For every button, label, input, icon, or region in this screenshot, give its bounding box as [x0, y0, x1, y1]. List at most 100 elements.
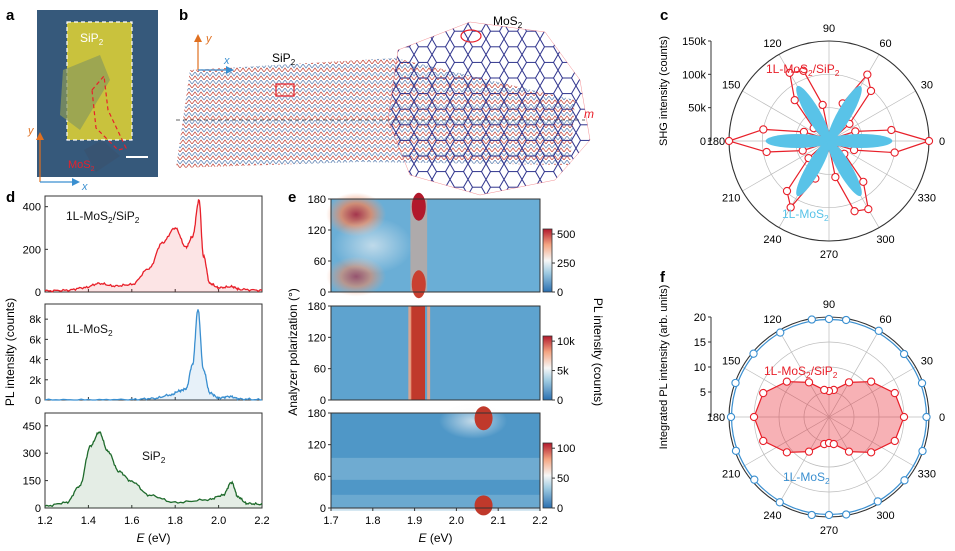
polar-angle-tick: 90: [823, 23, 835, 35]
panel-a-mos2-label: MoS2: [68, 159, 95, 173]
polar-spoke: [828, 366, 916, 418]
polar-point: [782, 377, 792, 386]
polar-angle-tick: 30: [921, 356, 933, 368]
spectrum-frame: [44, 195, 263, 293]
polar-angle-tick: 60: [879, 314, 891, 326]
spectrum-line: [44, 430, 263, 508]
heatmap-stripe-edge: [408, 306, 412, 400]
panel-b-sip2-label: SiP2: [272, 51, 296, 67]
colorbar-tick-label: 0: [557, 395, 563, 407]
colorbar-tick-label: 100: [557, 443, 575, 455]
polar-radial-tick-label: 50k: [688, 103, 706, 115]
colorbar-tick-label: 250: [557, 258, 575, 270]
polar-petal: [765, 133, 829, 149]
polar-angle-tick: 270: [820, 525, 838, 537]
polar-angle-tick: 30: [921, 80, 933, 92]
panel-b-axis-x: x: [223, 55, 230, 67]
panel-e-heatmaps: 060120180025050006012018005k10k060120180…: [286, 192, 605, 545]
polar-angle-tick: 240: [763, 510, 781, 522]
polar-point: [759, 436, 768, 446]
polar-angle-tick: 180: [707, 136, 725, 148]
panel-b-axis-y: y: [205, 33, 213, 45]
polar-point: [750, 475, 759, 484]
heatmap-x-tick-label: 2.1: [491, 515, 506, 527]
polar-point: [917, 378, 927, 388]
spectrum-y-tick-label: 150: [23, 476, 41, 488]
panel-label-f: f: [660, 269, 666, 286]
colorbar: [542, 442, 553, 509]
spectrum-x-tick-label: 2.2: [254, 515, 269, 527]
polar-point: [749, 412, 759, 422]
spectrum-x-tick-label: 1.6: [124, 515, 139, 527]
heatmap-xlabel: E (eV): [418, 531, 452, 545]
spectrum-y-tick-label: 2k: [29, 375, 41, 387]
polar-ylabel: Integrated PL intensity (arb. units): [658, 285, 670, 450]
polar-point: [899, 349, 909, 359]
heatmap-y-tick-label: 180: [308, 408, 326, 420]
spectrum-y-tick-label: 4k: [29, 355, 41, 367]
polar-series-label: 1L-MoS2: [782, 207, 829, 223]
polar-radial-tick-label: 150k: [682, 36, 706, 48]
polar-point: [824, 510, 834, 520]
polar-point: [851, 127, 860, 136]
spectrum-y-tick-label: 0: [35, 287, 41, 299]
polar-spoke: [828, 90, 916, 142]
polar-spoke: [742, 90, 830, 142]
polar-spoke: [828, 140, 916, 192]
heatmap-y-tick-label: 120: [308, 332, 326, 344]
polar-point: [731, 378, 740, 388]
polar-petal: [827, 140, 862, 197]
colorbar-tick-label: 0: [557, 503, 563, 515]
polar-angle-tick: 210: [722, 469, 740, 481]
heatmap-y-tick-label: 0: [320, 395, 326, 407]
polar-radial-tick-label: 0: [700, 136, 706, 148]
spectrum-y-tick-label: 6k: [29, 334, 41, 346]
polar-point: [790, 95, 799, 105]
polar-point: [850, 207, 859, 216]
polar-point: [807, 510, 816, 520]
colorbar-tick-label: 0: [557, 287, 563, 299]
polar-angle-tick: 300: [876, 234, 894, 246]
polar-point: [759, 388, 768, 398]
polar-angle-tick: 270: [820, 249, 838, 261]
heatmap-ylabel: Analyzer polarization (°): [286, 288, 300, 416]
polar-point: [818, 100, 827, 110]
spectrum-y-tick-label: 8k: [29, 314, 41, 326]
spectrum-y-tick-label: 450: [23, 421, 41, 433]
polar-spoke: [778, 330, 830, 418]
heatmap-spot: [332, 217, 413, 274]
spectrum-y-tick-label: 0: [35, 395, 41, 407]
polar-angle-tick: 90: [823, 299, 835, 311]
polar-point: [726, 412, 736, 422]
spectrum-line: [44, 199, 263, 293]
polar-angle-tick: 210: [722, 193, 740, 205]
polar-radial-tick-label: 10: [694, 362, 706, 374]
polar-point: [859, 177, 868, 187]
heatmap-spot: [474, 495, 493, 516]
heatmap-background: [331, 306, 540, 400]
polar-ylabel: SHG intensity (counts): [658, 36, 670, 146]
spectrum-y-tick-label: 0: [35, 503, 41, 515]
colorbar-tick-label: 500: [557, 229, 575, 241]
spectrum-x-tick-label: 1.2: [37, 515, 52, 527]
spectrum-x-tick-label: 2.0: [211, 515, 226, 527]
spectrum-y-tick-label: 200: [23, 244, 41, 256]
polar-point: [749, 349, 758, 358]
polar-point: [844, 447, 854, 456]
polar-angle-tick: 240: [763, 234, 781, 246]
colorbar-tick-label: 5k: [557, 366, 569, 378]
heatmap-stripe: [410, 199, 428, 292]
spectrum-label: 1L-MoS2/SiP2: [66, 209, 140, 225]
panel-a-micrograph: SiP2 MoS2 y x: [27, 10, 158, 193]
polar-point: [804, 447, 814, 456]
panel-label-d: d: [6, 189, 15, 206]
heatmap-x-tick-label: 2.0: [449, 515, 464, 527]
polar-point: [786, 203, 795, 212]
polar-point: [864, 204, 873, 214]
polar-spoke: [828, 416, 916, 468]
polar-point: [829, 439, 838, 449]
polar-angle-tick: 180: [707, 412, 725, 424]
heatmap-y-tick-label: 60: [314, 256, 326, 268]
polar-angle-tick: 0: [939, 412, 945, 424]
polar-point: [785, 68, 794, 78]
